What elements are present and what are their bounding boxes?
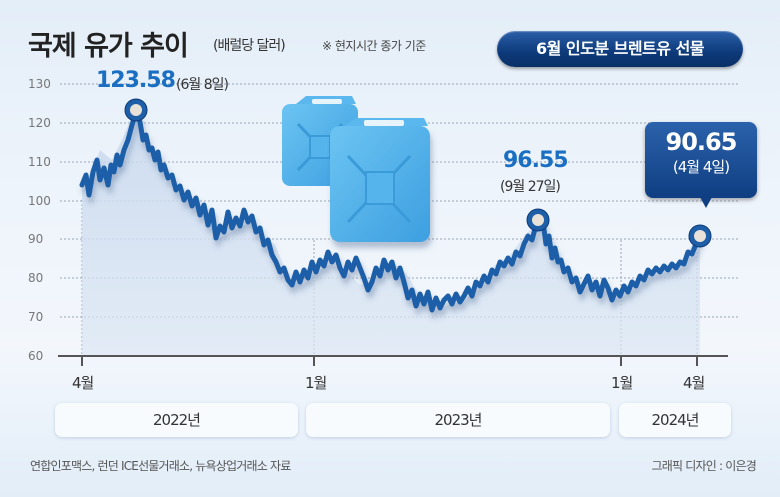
year-2023: 2023년: [306, 403, 610, 437]
x-tick-jan-2023: 1월: [305, 374, 327, 392]
chart-title: 국제 유가 추이: [28, 31, 189, 62]
peak-date: (6월 8일): [176, 77, 229, 93]
sep-date: (9월 27일): [500, 179, 561, 195]
y-tick-130: 130: [28, 77, 51, 91]
design-credit: 그래픽 디자인 : 이은경: [651, 459, 757, 473]
peak-value: 123.58: [96, 68, 176, 93]
source-note: 연합인포맥스, 런던 ICE선물거래소, 뉴욕상업거래소 자료: [30, 459, 291, 473]
y-tick-60: 60: [28, 349, 44, 363]
y-tick-100: 100: [28, 194, 51, 208]
latest-date: (4월 4일): [672, 158, 730, 176]
sep-value: 96.55: [503, 148, 569, 173]
latest-callout: 90.65 (4월 4일): [645, 122, 757, 208]
y-tick-90: 90: [28, 232, 44, 246]
year-2022: 2022년: [55, 403, 298, 437]
y-tick-70: 70: [28, 310, 44, 324]
latest-value: 90.65: [665, 128, 738, 156]
x-tick-jan-2024: 1월: [611, 374, 633, 392]
area-fill: [82, 112, 700, 356]
y-tick-110: 110: [28, 155, 51, 169]
unit-label: (배럴당 달러): [213, 38, 286, 54]
x-tick-apr-2022: 4월: [72, 374, 94, 392]
series-badge: 6월 인도분 브렌트유 선물: [497, 31, 743, 67]
sep-marker: [526, 208, 550, 232]
peak-marker: [124, 98, 148, 122]
year-2024: 2024년: [619, 403, 731, 437]
y-tick-120: 120: [28, 116, 51, 130]
price-line: [79, 109, 703, 313]
x-tick-apr-2024: 4월: [683, 374, 705, 392]
basis-note: ※ 현지시간 종가 기준: [322, 39, 426, 53]
y-tick-80: 80: [28, 271, 44, 285]
latest-marker: [688, 224, 712, 248]
jerry-can-icon: [282, 96, 430, 242]
